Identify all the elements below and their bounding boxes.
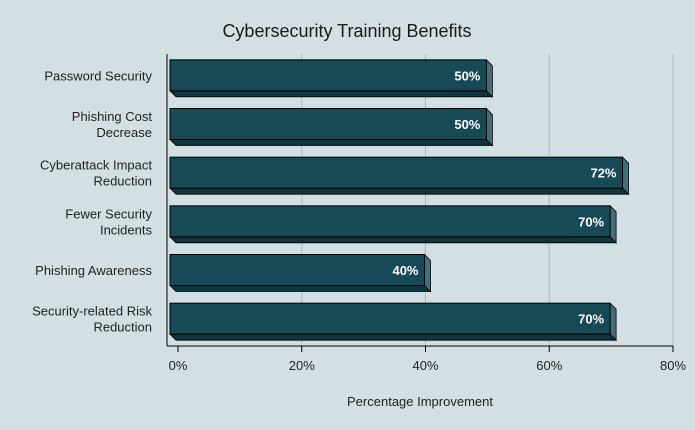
bar-data-label: 72% [590, 166, 616, 181]
x-axis-label: Percentage Improvement [347, 394, 493, 409]
bar [169, 254, 425, 286]
bars: 50% 50% 72% 70% 40% 70% [169, 58, 630, 342]
x-tick-label: 20% [289, 358, 315, 373]
category-label: Phishing Awareness [35, 263, 152, 278]
category-label-line: Security-related Risk [32, 304, 152, 319]
bar-group: 50% [169, 58, 494, 98]
x-tick-label: 80% [660, 358, 686, 373]
category-label-line: Cyberattack Impact [40, 158, 152, 173]
bar-side-face [424, 253, 431, 293]
x-tick-label: 60% [536, 358, 562, 373]
category-label: Security-related Risk Reduction [32, 304, 152, 335]
category-label-line: Decrease [96, 125, 152, 140]
bar-bottom-face [169, 333, 618, 341]
bar-bottom-face [169, 139, 494, 146]
bar-data-label: 40% [392, 263, 418, 278]
category-label-line: Phishing Cost [72, 109, 153, 124]
category-label-line: Password Security [44, 68, 152, 83]
bar-bottom-face [169, 90, 494, 98]
bar [169, 156, 623, 189]
category-label: Password Security [44, 68, 152, 83]
bar-group: 50% [169, 107, 494, 147]
bar-side-face [609, 204, 617, 244]
bar-bottom-face [169, 187, 630, 195]
chart-title: Cybersecurity Training Benefits [222, 21, 471, 41]
category-label-line: Fewer Security [65, 206, 152, 221]
bar [169, 108, 487, 140]
bar-group: 70% [169, 302, 618, 342]
bar [169, 302, 611, 335]
x-tick-label: 40% [412, 358, 438, 373]
category-labels: Password Security Phishing Cost Decrease Cy… [32, 68, 152, 334]
bar-data-label: 70% [578, 214, 604, 229]
category-label: Cyberattack Impact Reduction [40, 158, 152, 189]
category-label-line: Phishing Awareness [35, 263, 152, 278]
bar-group: 70% [169, 204, 618, 244]
bar [169, 59, 487, 92]
x-tick-labels: 0% 20% 40% 60% 80% [169, 358, 687, 373]
bar-data-label: 50% [454, 117, 480, 132]
bar-side-face [485, 107, 493, 147]
bar-data-label: 70% [578, 312, 604, 327]
bar-bottom-face [169, 285, 432, 292]
category-label-line: Incidents [100, 222, 153, 237]
bar-side-face [485, 58, 493, 98]
grid-lines [301, 54, 674, 346]
category-label: Phishing Cost Decrease [72, 109, 153, 140]
category-label-line: Reduction [93, 320, 152, 335]
bar-group: 72% [169, 156, 630, 196]
bar-side-face [609, 302, 617, 342]
bar-side-face [622, 156, 629, 196]
bar-group: 40% [169, 253, 432, 293]
category-label: Fewer Security Incidents [65, 206, 152, 237]
category-label-line: Reduction [93, 174, 152, 189]
x-tick-label: 0% [169, 358, 188, 373]
bar [169, 205, 611, 238]
axes [166, 54, 674, 352]
bar-bottom-face [169, 236, 618, 244]
bar-data-label: 50% [454, 68, 480, 83]
